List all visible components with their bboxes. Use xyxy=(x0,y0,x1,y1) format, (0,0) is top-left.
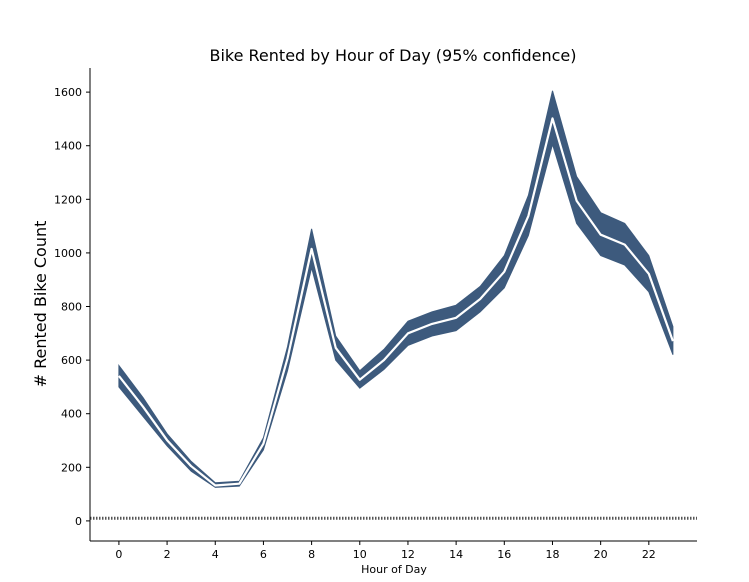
y-tick-label: 400 xyxy=(61,408,82,421)
plot-area xyxy=(90,90,697,520)
series-line xyxy=(118,117,674,487)
y-tick-label: 0 xyxy=(75,515,82,528)
x-tick-label: 0 xyxy=(115,548,122,561)
y-tick-label: 1400 xyxy=(54,140,82,153)
y-tick-label: 800 xyxy=(61,301,82,314)
x-tick-label: 6 xyxy=(260,548,267,561)
y-tick-label: 1600 xyxy=(54,86,82,99)
x-tick-label: 14 xyxy=(449,548,463,561)
x-tick-label: 4 xyxy=(212,548,219,561)
x-axis: 0 2 4 6 8 10 12 14 16 18 20 22 xyxy=(90,540,697,561)
y-tick-label: 1200 xyxy=(54,193,82,206)
x-tick-label: 18 xyxy=(545,548,559,561)
x-tick-label: 12 xyxy=(401,548,415,561)
x-tick-label: 2 xyxy=(164,548,171,561)
y-tick-label: 200 xyxy=(61,461,82,474)
x-tick-label: 20 xyxy=(594,548,608,561)
x-tick-label: 22 xyxy=(642,548,656,561)
x-tick-label: 8 xyxy=(308,548,315,561)
y-tick-label: 1000 xyxy=(54,247,82,260)
chart-title: Bike Rented by Hour of Day (95% confiden… xyxy=(209,46,576,65)
x-axis-label: Hour of Day xyxy=(361,563,427,576)
x-tick-label: 10 xyxy=(353,548,367,561)
y-tick-label: 600 xyxy=(61,354,82,367)
x-tick-label: 16 xyxy=(497,548,511,561)
confidence-band xyxy=(118,90,674,488)
y-axis: 0 200 400 600 800 1000 1200 1400 1600 xyxy=(54,68,91,541)
y-axis-label: # Rented Bike Count xyxy=(31,221,50,388)
